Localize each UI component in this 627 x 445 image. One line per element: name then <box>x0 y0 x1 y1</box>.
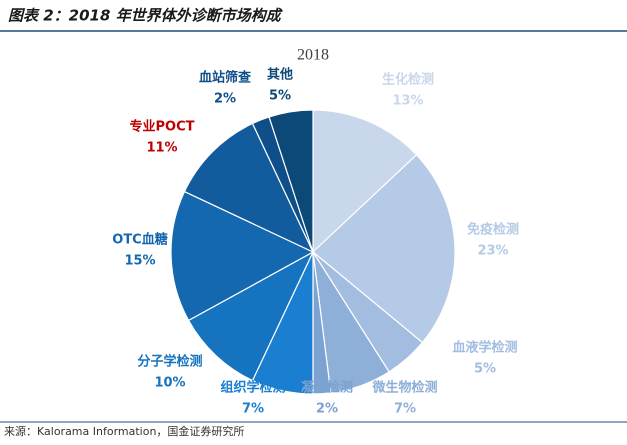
slice-label: 专业POCT <box>130 119 195 135</box>
slice-value-label: 11% <box>146 141 177 156</box>
chart-title: 2018 <box>297 47 329 64</box>
slice-label: 其他 <box>267 67 293 83</box>
slice-value-label: 2% <box>316 402 338 417</box>
pie-slice <box>187 250 315 382</box>
slice-label: 组织学检测 <box>220 380 285 396</box>
pie-slice <box>312 153 456 344</box>
slice-label: 生化检测 <box>382 72 434 88</box>
slice-value-label: 10% <box>154 376 185 391</box>
slice-label: 分子学检测 <box>137 354 202 370</box>
slice-value-label: 2% <box>214 92 236 107</box>
slice-value-label: 5% <box>269 89 291 104</box>
pie-slice <box>268 109 314 253</box>
slice-value-label: 15% <box>124 254 155 269</box>
header-title: 图表 2：2018 年世界体外诊断市场构成 <box>8 7 284 25</box>
slice-value-label: 7% <box>242 402 264 417</box>
slice-label: 血液学检测 <box>452 340 517 356</box>
slice-value-label: 23% <box>477 244 508 259</box>
pie-slice <box>183 122 315 254</box>
slice-value-label: 5% <box>474 362 496 377</box>
pie-slice <box>312 109 418 254</box>
slice-label: 微生物检测 <box>371 380 437 396</box>
source: 来源：Kalorama Information，国金证券研究所 <box>4 424 244 438</box>
slice-label: OTC血糖 <box>112 232 167 248</box>
slice-label: 血站筛查 <box>199 70 252 86</box>
pie-slice <box>170 190 315 322</box>
slice-label: 凝血检测 <box>301 380 353 396</box>
slice-value-label: 7% <box>394 402 416 417</box>
slice-label: 免疫检测 <box>467 222 519 238</box>
slice-value-label: 13% <box>392 94 423 109</box>
